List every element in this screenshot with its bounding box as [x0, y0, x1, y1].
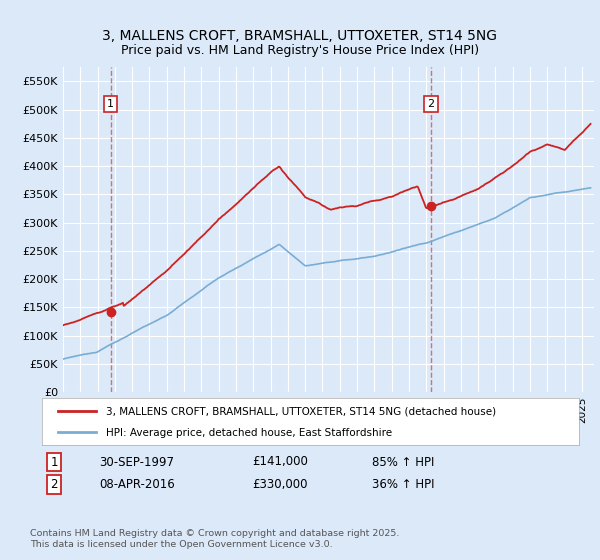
Text: £330,000: £330,000: [252, 478, 308, 491]
Text: HPI: Average price, detached house, East Staffordshire: HPI: Average price, detached house, East…: [106, 428, 392, 438]
Text: 08-APR-2016: 08-APR-2016: [99, 478, 175, 491]
Text: 1: 1: [50, 455, 58, 469]
Text: £141,000: £141,000: [252, 455, 308, 469]
Text: 36% ↑ HPI: 36% ↑ HPI: [372, 478, 434, 491]
Text: 3, MALLENS CROFT, BRAMSHALL, UTTOXETER, ST14 5NG (detached house): 3, MALLENS CROFT, BRAMSHALL, UTTOXETER, …: [106, 407, 497, 417]
Text: 2: 2: [50, 478, 58, 491]
Text: 3, MALLENS CROFT, BRAMSHALL, UTTOXETER, ST14 5NG: 3, MALLENS CROFT, BRAMSHALL, UTTOXETER, …: [103, 29, 497, 44]
Text: Contains HM Land Registry data © Crown copyright and database right 2025.
This d: Contains HM Land Registry data © Crown c…: [30, 529, 400, 549]
Text: 30-SEP-1997: 30-SEP-1997: [99, 455, 174, 469]
Text: 85% ↑ HPI: 85% ↑ HPI: [372, 455, 434, 469]
Text: 2: 2: [427, 99, 434, 109]
Text: Price paid vs. HM Land Registry's House Price Index (HPI): Price paid vs. HM Land Registry's House …: [121, 44, 479, 57]
Text: 1: 1: [107, 99, 114, 109]
